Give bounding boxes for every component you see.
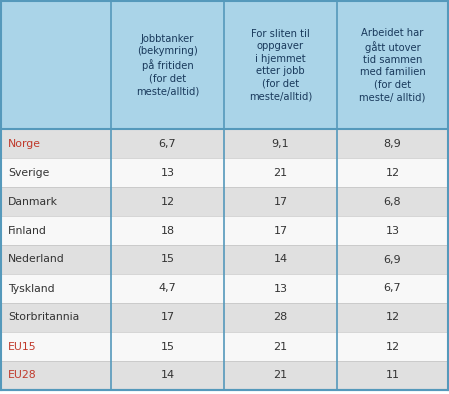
Bar <box>1 274 448 303</box>
Text: Nederland: Nederland <box>8 255 65 264</box>
Text: Finland: Finland <box>8 225 47 236</box>
Text: 21: 21 <box>273 370 287 381</box>
Text: Tyskland: Tyskland <box>8 284 55 294</box>
Text: Sverige: Sverige <box>8 167 49 178</box>
Bar <box>1 158 448 187</box>
Bar <box>1 245 448 274</box>
Text: 14: 14 <box>273 255 287 264</box>
Text: 12: 12 <box>385 167 400 178</box>
Text: 21: 21 <box>273 342 287 351</box>
Text: 6,8: 6,8 <box>384 197 401 206</box>
Text: EU15: EU15 <box>8 342 37 351</box>
Bar <box>1 303 448 332</box>
Bar <box>1 361 448 390</box>
Text: Jobbtanker
(bekymring)
på fritiden
(for det
meste/alltid): Jobbtanker (bekymring) på fritiden (for … <box>136 34 199 96</box>
Text: EU28: EU28 <box>8 370 37 381</box>
Text: Arbeidet har
gått utover
tid sammen
med familien
(for det
meste/ alltid): Arbeidet har gått utover tid sammen med … <box>359 28 426 102</box>
Bar <box>1 332 448 361</box>
Text: Storbritannia: Storbritannia <box>8 312 79 323</box>
Text: 17: 17 <box>273 225 287 236</box>
Text: 13: 13 <box>386 225 400 236</box>
Text: For sliten til
oppgaver
i hjemmet
etter jobb
(for det
meste/alltid): For sliten til oppgaver i hjemmet etter … <box>249 29 312 101</box>
Text: 15: 15 <box>160 342 175 351</box>
Text: 17: 17 <box>160 312 175 323</box>
Text: Norge: Norge <box>8 139 41 149</box>
Text: 28: 28 <box>273 312 288 323</box>
Text: 17: 17 <box>273 197 287 206</box>
Text: 8,9: 8,9 <box>383 139 401 149</box>
Text: 9,1: 9,1 <box>272 139 289 149</box>
Text: 6,7: 6,7 <box>158 139 176 149</box>
Text: 11: 11 <box>386 370 400 381</box>
Bar <box>1 129 448 158</box>
Text: 21: 21 <box>273 167 287 178</box>
Text: 12: 12 <box>385 312 400 323</box>
Text: 18: 18 <box>160 225 175 236</box>
Text: Danmark: Danmark <box>8 197 58 206</box>
Bar <box>1 216 448 245</box>
Text: 13: 13 <box>160 167 175 178</box>
Text: 6,7: 6,7 <box>384 284 401 294</box>
Text: 6,9: 6,9 <box>384 255 401 264</box>
Text: 15: 15 <box>160 255 175 264</box>
Text: 4,7: 4,7 <box>158 284 176 294</box>
Text: 13: 13 <box>273 284 287 294</box>
Bar <box>1 187 448 216</box>
Text: 14: 14 <box>160 370 175 381</box>
Text: 12: 12 <box>160 197 175 206</box>
Text: 12: 12 <box>385 342 400 351</box>
Bar <box>1 1 448 129</box>
